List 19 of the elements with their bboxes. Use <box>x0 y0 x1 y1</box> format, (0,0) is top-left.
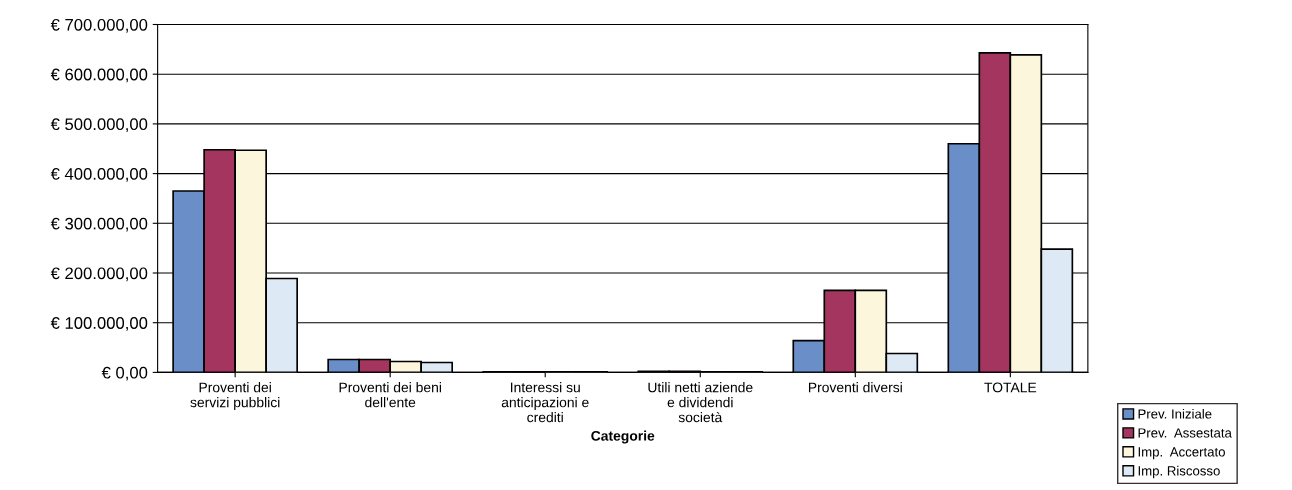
legend-label: Prev. Assestata <box>1138 428 1232 438</box>
x-tick-label: Interessi su anticipazioni e crediti <box>501 382 589 423</box>
x-tick-label: Proventi diversi <box>808 382 902 393</box>
x-tick-label: Proventi dei beni dell'ente <box>339 382 441 408</box>
x-tick-label: TOTALE <box>984 382 1037 393</box>
y-tick-label: € 500.000,00 <box>50 118 148 133</box>
y-tick-label: € 600.000,00 <box>50 68 148 83</box>
legend-label: Prev. Iniziale <box>1138 408 1212 419</box>
x-tick-label: Proventi dei servizi pubblici <box>190 382 280 411</box>
y-tick-label: € 400.000,00 <box>50 168 148 182</box>
legend-label: Imp. Riscosso <box>1138 465 1220 479</box>
y-tick-label: € 200.000,00 <box>50 267 148 282</box>
x-tick-label: Utili netti aziende e dividendi società <box>648 382 753 423</box>
y-tick-label: € 700.000,00 <box>50 18 148 33</box>
x-axis-title: Categorie <box>591 430 655 444</box>
y-tick-label: € 300.000,00 <box>50 217 148 232</box>
legend-label: Imp. Accertato <box>1138 447 1225 460</box>
y-tick-label: € 100.000,00 <box>50 317 148 331</box>
y-tick-label: € 0,00 <box>101 366 148 381</box>
